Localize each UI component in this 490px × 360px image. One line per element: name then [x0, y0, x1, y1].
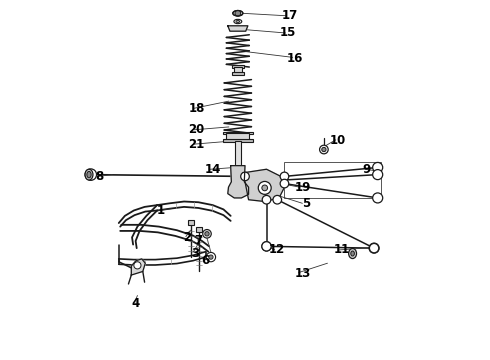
Circle shape: [262, 242, 271, 251]
Bar: [188, 220, 195, 225]
Ellipse shape: [349, 248, 357, 258]
Bar: [285, 162, 381, 198]
Circle shape: [235, 10, 241, 16]
Circle shape: [209, 255, 213, 259]
Text: 1: 1: [157, 204, 165, 217]
Circle shape: [319, 145, 328, 154]
Circle shape: [134, 262, 141, 269]
Text: 3: 3: [191, 247, 199, 260]
Bar: [223, 132, 253, 134]
Text: 2: 2: [184, 231, 192, 244]
Bar: [223, 139, 253, 142]
Bar: [232, 72, 244, 75]
Ellipse shape: [233, 10, 243, 16]
Circle shape: [280, 172, 289, 181]
Circle shape: [203, 229, 211, 238]
Circle shape: [369, 243, 379, 253]
Polygon shape: [243, 169, 285, 202]
Ellipse shape: [234, 19, 242, 24]
Circle shape: [369, 243, 379, 253]
Text: 17: 17: [282, 9, 298, 22]
Circle shape: [205, 231, 209, 236]
Bar: [235, 141, 241, 166]
Ellipse shape: [87, 171, 91, 178]
Text: 5: 5: [302, 197, 310, 210]
Polygon shape: [228, 26, 248, 31]
Text: 10: 10: [330, 134, 346, 147]
Bar: [196, 227, 202, 231]
Text: 12: 12: [269, 243, 285, 256]
Text: 15: 15: [280, 27, 296, 40]
Text: 19: 19: [294, 181, 311, 194]
Text: 7: 7: [195, 234, 202, 247]
Circle shape: [273, 195, 282, 204]
Text: 13: 13: [294, 267, 311, 280]
Circle shape: [262, 195, 271, 204]
Text: 14: 14: [204, 163, 221, 176]
Circle shape: [322, 147, 326, 152]
Ellipse shape: [236, 21, 240, 23]
Polygon shape: [131, 259, 146, 275]
Circle shape: [262, 185, 268, 191]
Circle shape: [373, 170, 383, 180]
Bar: [234, 67, 242, 73]
Ellipse shape: [351, 251, 354, 256]
Text: 18: 18: [188, 102, 205, 115]
Text: 8: 8: [96, 170, 104, 183]
Text: 11: 11: [334, 243, 350, 256]
Circle shape: [206, 252, 216, 262]
Circle shape: [258, 181, 271, 194]
Text: 16: 16: [287, 51, 303, 64]
Ellipse shape: [85, 169, 93, 180]
Circle shape: [241, 172, 249, 181]
Circle shape: [85, 169, 97, 180]
Bar: [232, 64, 244, 68]
Text: 20: 20: [189, 123, 205, 136]
Circle shape: [280, 179, 289, 188]
Text: 6: 6: [201, 254, 210, 267]
Polygon shape: [228, 166, 248, 198]
Bar: [226, 134, 249, 140]
Text: 9: 9: [363, 163, 371, 176]
Circle shape: [373, 193, 383, 203]
Text: 21: 21: [189, 138, 205, 150]
Circle shape: [262, 242, 271, 251]
Text: 4: 4: [131, 297, 140, 310]
Circle shape: [373, 162, 383, 172]
